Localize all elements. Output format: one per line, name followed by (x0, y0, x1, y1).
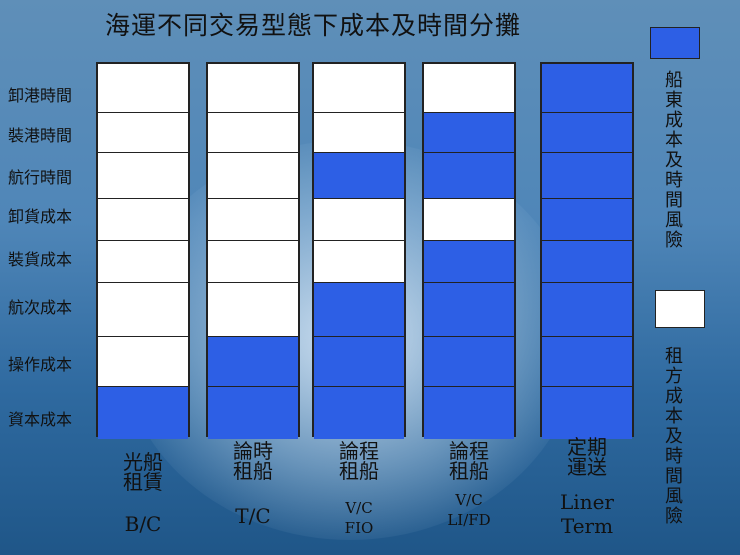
cell-owner (314, 336, 404, 386)
column-name-line2: 租船 (449, 459, 489, 483)
cell-owner (542, 198, 632, 240)
column-name-line1: 定期 (567, 435, 607, 459)
legend-owner-swatch (650, 27, 700, 59)
column-abbr-line1: V/C (455, 491, 483, 509)
cell-charterer (98, 198, 188, 240)
row-label: 操作成本 (8, 355, 73, 374)
cell-owner (424, 112, 514, 152)
column-4 (422, 62, 516, 439)
cell-charterer (208, 198, 298, 240)
column-5 (540, 62, 634, 439)
column-abbr-line2: LI/FD (447, 511, 491, 529)
column-abbr-line1: V/C (345, 499, 373, 517)
column-2 (206, 62, 300, 439)
column-name-line1: 論程 (449, 439, 489, 463)
column-abbr-line2: Term (560, 514, 614, 538)
cell-owner (542, 240, 632, 282)
column-name-line1: 論時 (233, 439, 273, 463)
column-abbreviation: T/C (206, 504, 300, 528)
cell-owner (98, 386, 188, 439)
cell-owner (542, 282, 632, 336)
cell-owner (542, 64, 632, 112)
cell-owner (542, 112, 632, 152)
cell-owner (424, 386, 514, 439)
row-label: 卸貨成本 (8, 207, 73, 226)
cell-owner (424, 282, 514, 336)
cell-charterer (314, 112, 404, 152)
column-abbr-line1: B/C (124, 512, 162, 536)
row-label: 資本成本 (8, 410, 73, 429)
column-name: 定期 運送 (540, 437, 634, 477)
cell-charterer (424, 64, 514, 112)
cell-owner (542, 336, 632, 386)
cell-owner (208, 336, 298, 386)
cell-charterer (98, 282, 188, 336)
cell-owner (424, 336, 514, 386)
cell-charterer (98, 152, 188, 198)
column-name-line2: 運送 (567, 455, 607, 479)
cell-owner (314, 386, 404, 439)
row-label: 航行時間 (8, 168, 73, 187)
cell-charterer (314, 198, 404, 240)
column-name: 論時 租船 (206, 441, 300, 481)
cell-owner (314, 282, 404, 336)
page-title: 海運不同交易型態下成本及時間分攤 (105, 11, 522, 40)
column-3 (312, 62, 406, 439)
cell-charterer (98, 336, 188, 386)
column-name: 論程 租船 (422, 441, 516, 481)
cell-charterer (208, 152, 298, 198)
column-abbr-line1: T/C (235, 504, 271, 528)
column-abbreviation: B/C (96, 512, 190, 536)
cell-owner (542, 152, 632, 198)
cell-charterer (208, 112, 298, 152)
column-1 (96, 62, 190, 439)
cell-charterer (208, 282, 298, 336)
cell-charterer (314, 240, 404, 282)
column-name-line2: 租賃 (123, 470, 163, 494)
row-label: 航次成本 (8, 298, 73, 317)
cell-charterer (98, 64, 188, 112)
column-name-line2: 租船 (339, 459, 379, 483)
cell-charterer (208, 64, 298, 112)
column-abbr-line1: Liner (560, 490, 614, 514)
row-label: 裝貨成本 (8, 250, 73, 269)
cell-charterer (208, 240, 298, 282)
row-label: 卸港時間 (8, 86, 73, 105)
cell-charterer (424, 198, 514, 240)
column-abbreviation: V/C FIO (312, 498, 406, 538)
column-abbr-line2: FIO (344, 519, 374, 537)
row-label: 裝港時間 (8, 126, 73, 145)
column-name-line1: 光船 (123, 450, 163, 474)
column-name: 光船 租賃 (96, 452, 190, 492)
column-name-line1: 論程 (339, 439, 379, 463)
column-name-line2: 租船 (233, 459, 273, 483)
legend-owner-label: 船東成本及時間風險 (662, 70, 683, 250)
column-abbreviation: Liner Term (540, 490, 634, 538)
cell-owner (424, 152, 514, 198)
cell-charterer (314, 64, 404, 112)
cell-owner (542, 386, 632, 439)
column-name: 論程 租船 (312, 441, 406, 481)
cell-charterer (98, 112, 188, 152)
legend-charterer-label: 租方成本及時間風險 (662, 346, 683, 526)
cell-charterer (98, 240, 188, 282)
cell-owner (424, 240, 514, 282)
cell-owner (314, 152, 404, 198)
cell-owner (208, 386, 298, 439)
legend-charterer-swatch (655, 290, 705, 328)
column-abbreviation: V/C LI/FD (422, 490, 516, 530)
